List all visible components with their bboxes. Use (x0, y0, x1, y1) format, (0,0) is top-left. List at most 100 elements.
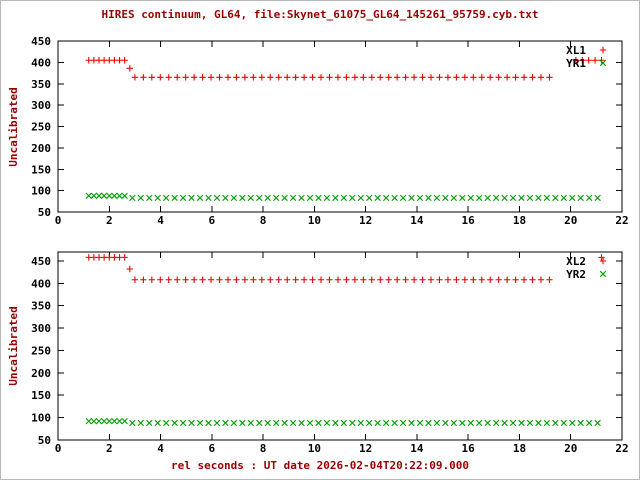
data-point-YR1 (121, 192, 128, 199)
data-point-YR2 (366, 419, 373, 427)
y-tick-label: 250 (31, 121, 51, 134)
data-point-XL1 (233, 74, 240, 81)
data-point-YR1 (306, 194, 314, 202)
data-point-YR1 (535, 194, 542, 202)
data-point-YR2 (116, 418, 123, 425)
data-point-XL2 (317, 276, 325, 283)
y-tick-label: 100 (31, 185, 51, 198)
data-point-XL1 (572, 57, 580, 64)
data-point-YR2 (90, 418, 98, 425)
data-point-XL1 (131, 74, 139, 81)
data-point-XL1 (300, 74, 308, 81)
data-point-XL2 (537, 276, 545, 283)
data-point-YR2 (247, 419, 254, 427)
data-point-XL1 (241, 74, 249, 81)
x-tick-label: 2 (106, 214, 113, 227)
data-point-XL1 (126, 65, 133, 72)
data-point-YR1 (129, 194, 136, 202)
x-tick-label: 14 (410, 442, 424, 455)
data-point-YR1 (442, 194, 449, 202)
data-point-XL2 (453, 276, 460, 283)
data-point-XL1 (520, 74, 528, 81)
data-point-XL1 (503, 74, 511, 81)
data-point-XL2 (436, 276, 443, 283)
data-point-XL2 (343, 276, 350, 283)
data-point-YR1 (289, 194, 297, 202)
data-point-XL1 (402, 74, 409, 81)
data-point-YR1 (501, 194, 508, 202)
data-point-YR2 (382, 419, 390, 427)
data-point-XL1 (436, 74, 443, 81)
data-point-XL1 (385, 74, 392, 81)
y-tick-label: 300 (31, 99, 51, 112)
data-point-YR2 (518, 419, 525, 427)
data-point-YR2 (433, 419, 441, 427)
data-point-YR2 (213, 419, 221, 427)
y-tick-label: 150 (31, 163, 51, 176)
data-point-XL2 (199, 276, 206, 283)
data-point-YR2 (272, 419, 280, 427)
y-tick-label: 50 (38, 434, 51, 447)
data-point-XL2 (495, 276, 502, 283)
y-tick-label: 100 (31, 412, 51, 425)
data-point-XL1 (165, 74, 172, 81)
legend-label-XL2: XL2 (566, 255, 586, 268)
data-point-XL1 (377, 74, 384, 81)
data-point-YR2 (298, 419, 305, 427)
data-point-XL1 (393, 74, 401, 81)
data-point-XL2 (207, 276, 215, 283)
data-point-YR2 (332, 419, 339, 427)
data-point-YR1 (85, 192, 92, 199)
data-point-YR1 (272, 194, 280, 202)
data-point-YR2 (129, 419, 136, 427)
data-point-XL2 (326, 276, 333, 283)
data-point-XL1 (224, 74, 232, 81)
data-point-XL1 (546, 74, 553, 81)
data-point-YR1 (239, 194, 246, 202)
y-tick-label: 150 (31, 389, 51, 402)
data-point-XL2 (512, 276, 519, 283)
data-point-XL2 (410, 276, 418, 283)
data-point-XL2 (470, 276, 477, 283)
data-point-XL2 (190, 276, 198, 283)
data-point-YR1 (577, 194, 584, 202)
data-point-YR1 (256, 194, 263, 202)
data-point-YR1 (560, 194, 567, 202)
data-point-YR1 (585, 194, 593, 202)
data-point-YR2 (315, 419, 322, 427)
data-point-XL1 (326, 74, 333, 81)
data-point-YR2 (95, 418, 103, 425)
legend-label-XL1: XL1 (566, 44, 586, 57)
data-point-XL2 (121, 254, 128, 261)
data-point-XL1 (591, 57, 599, 64)
data-point-XL2 (233, 276, 240, 283)
data-point-YR2 (230, 419, 238, 427)
data-point-XL1 (495, 74, 502, 81)
data-point-YR1 (196, 194, 204, 202)
data-point-YR2 (442, 419, 449, 427)
data-point-YR1 (552, 194, 559, 202)
data-point-XL1 (410, 74, 418, 81)
data-point-YR1 (518, 194, 525, 202)
data-point-XL2 (292, 276, 299, 283)
data-point-YR2 (357, 419, 364, 427)
data-point-YR2 (281, 419, 288, 427)
data-point-XL1 (182, 74, 189, 81)
x-tick-label: 6 (209, 214, 216, 227)
y-tick-label: 450 (31, 255, 51, 268)
data-point-YR1 (116, 192, 123, 199)
x-tick-label: 12 (359, 214, 372, 227)
x-tick-label: 22 (615, 442, 628, 455)
data-point-YR2 (543, 419, 551, 427)
data-point-YR2 (450, 419, 458, 427)
data-point-YR1 (543, 194, 551, 202)
data-point-YR2 (349, 419, 356, 427)
data-point-YR1 (349, 194, 356, 202)
x-tick-label: 2 (106, 442, 113, 455)
data-point-XL2 (140, 276, 147, 283)
data-point-XL2 (275, 276, 282, 283)
data-point-YR1 (425, 194, 432, 202)
data-point-XL1 (529, 74, 536, 81)
x-tick-label: 10 (308, 442, 321, 455)
